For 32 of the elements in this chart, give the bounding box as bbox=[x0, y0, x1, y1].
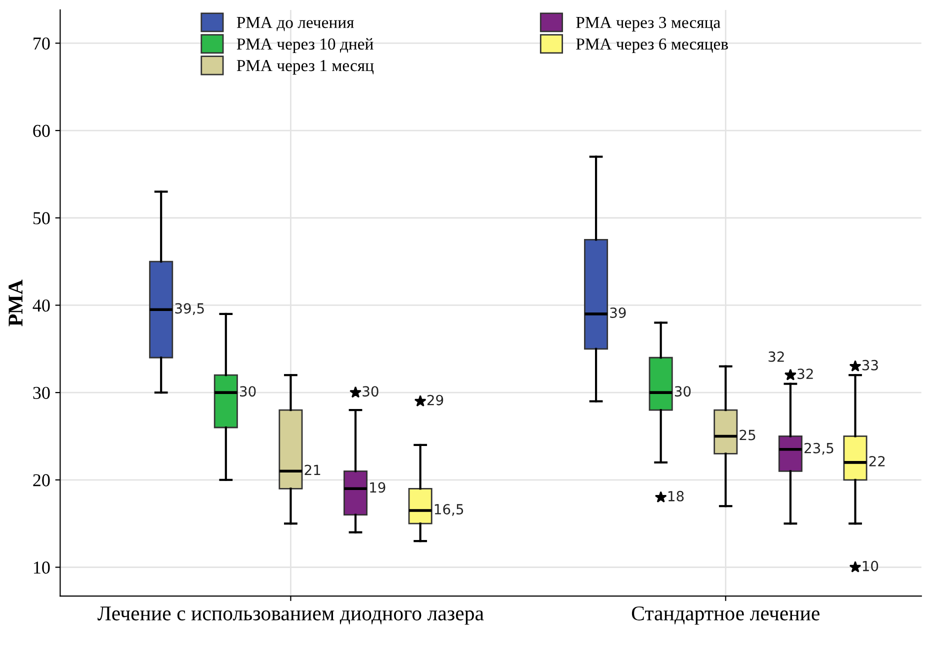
y-tick-label: 70 bbox=[34, 37, 50, 50]
text: 39,5 bbox=[175, 303, 204, 316]
y-axis-title: РМА bbox=[8, 280, 22, 326]
text: 39 bbox=[610, 307, 626, 318]
text: 21 bbox=[304, 464, 320, 475]
annotation: 18 bbox=[668, 490, 684, 502]
y-tick-label: 30 bbox=[33, 386, 50, 399]
legend-label: РМА через 1 месяц bbox=[236, 60, 374, 75]
text: 30 bbox=[362, 386, 378, 397]
legend-label: РМА до лечения bbox=[236, 16, 354, 32]
annotation: 33 bbox=[862, 360, 878, 370]
annotation: 32 bbox=[798, 368, 813, 380]
x-tick-label: Стандартное лечение bbox=[632, 606, 820, 625]
y-tick-label: 40 bbox=[32, 299, 50, 312]
text: 19 bbox=[370, 482, 386, 493]
y-tick-label: 10 bbox=[34, 562, 50, 574]
text: 23,5 bbox=[804, 442, 834, 455]
annotation: 29 bbox=[427, 394, 444, 406]
legend-label: РМА через 10 дней bbox=[236, 38, 374, 54]
y-tick-label: 50 bbox=[33, 212, 50, 224]
annotation: 32 bbox=[768, 351, 784, 362]
x-tick-label: Лечение с использованием диодного лазера bbox=[98, 606, 484, 625]
annotation: 30 bbox=[240, 386, 256, 397]
legend-label: РМА через 6 месяцев bbox=[576, 38, 728, 54]
text: 30 bbox=[674, 386, 691, 397]
legend-label: РМА через 3 месяца bbox=[576, 16, 720, 32]
y-tick-label: 20 bbox=[33, 474, 50, 486]
text: 25 bbox=[740, 430, 756, 440]
annotation: 10 bbox=[862, 560, 878, 572]
y-tick-label: 60 bbox=[33, 124, 50, 137]
text: 16,5 bbox=[434, 504, 464, 516]
text: 22 bbox=[869, 456, 885, 466]
